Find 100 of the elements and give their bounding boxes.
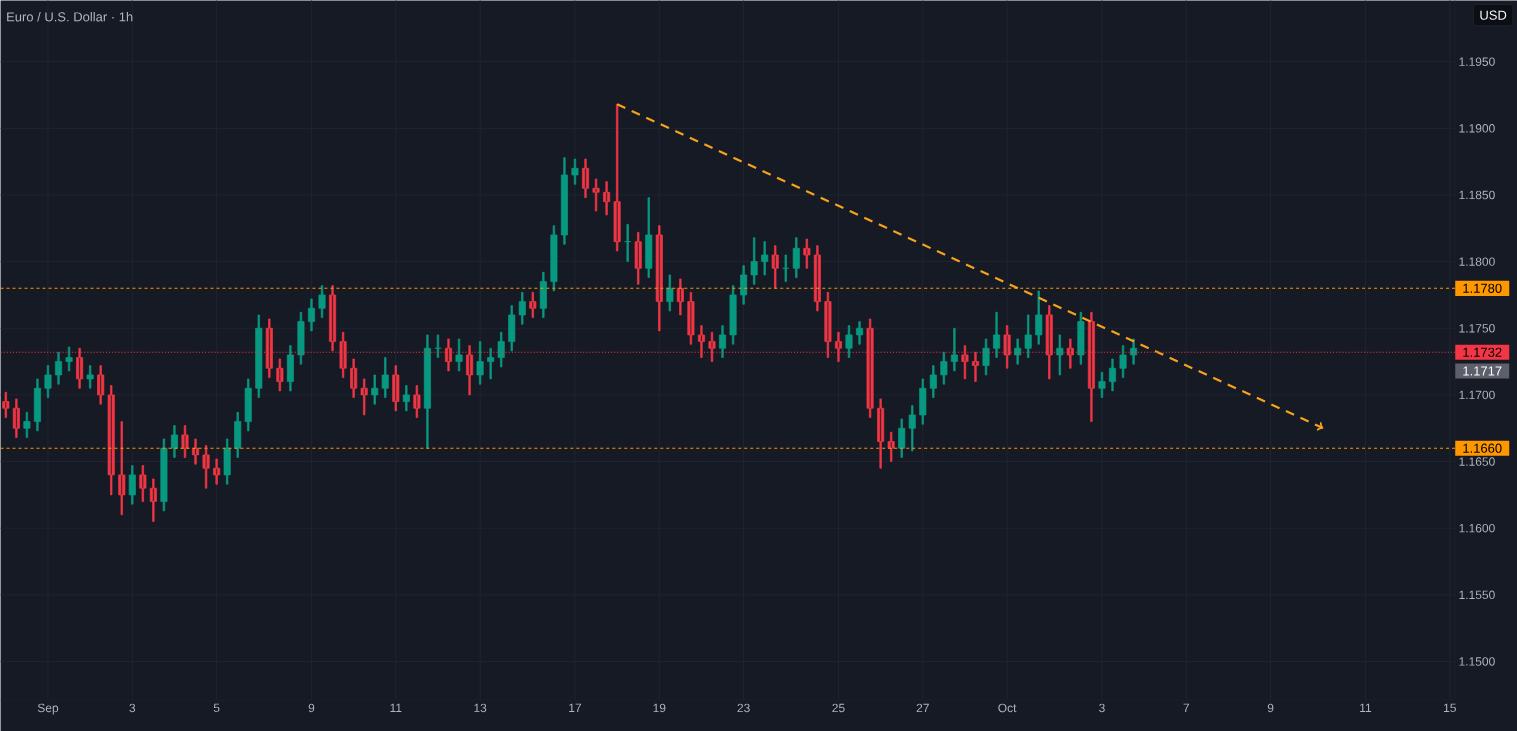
- candlestick: [676, 278, 684, 316]
- candlestick: [1119, 345, 1127, 378]
- x-tick-label: 19: [653, 703, 666, 713]
- x-tick-label: 17: [569, 703, 582, 712]
- candlestick: [255, 314, 263, 398]
- y-tick-label: 1.1600: [1459, 523, 1495, 533]
- candlestick: [666, 274, 674, 312]
- candlestick: [761, 241, 769, 276]
- x-tick-label: 9: [1267, 703, 1274, 713]
- x-tick-label: 15: [1444, 703, 1456, 712]
- candlestick: [950, 327, 958, 372]
- text: Euro / U.S. Dollar · 1h: [7, 11, 133, 22]
- candlestick: [202, 445, 210, 489]
- candlestick: [1056, 334, 1064, 376]
- candlestick: [1077, 311, 1085, 365]
- candlestick: [2, 391, 10, 418]
- candlestick: [139, 465, 147, 502]
- x-tick-label: 11: [390, 703, 402, 712]
- candlestick: [645, 197, 653, 278]
- x-tick-label: 7: [1183, 703, 1190, 712]
- ref-line-label: 1.1660: [1463, 443, 1502, 453]
- candlestick: [392, 365, 400, 412]
- candlestick: [350, 358, 358, 398]
- candlestick: [1014, 338, 1022, 365]
- x-tick-label: 3: [1099, 703, 1105, 713]
- candlestick: [782, 254, 790, 282]
- candlestick: [929, 365, 937, 398]
- candlestick: [1024, 314, 1032, 358]
- candlestick: [719, 325, 727, 358]
- candlestick: [213, 458, 221, 485]
- x-tick-label: 25: [832, 703, 845, 713]
- candlestick: [518, 291, 526, 325]
- candlestick: [97, 365, 105, 405]
- x-tick-label: Oct: [998, 703, 1017, 713]
- candlestick: [434, 334, 442, 358]
- candlestick: [12, 398, 20, 438]
- ref-line-label: 1.1732: [1463, 347, 1502, 357]
- candlestick: [856, 321, 864, 345]
- candlestick: [1035, 290, 1043, 345]
- candlestick: [624, 223, 632, 262]
- candlestick: [107, 385, 115, 496]
- candlestick: [993, 311, 1001, 358]
- candlestick: [582, 158, 590, 198]
- candlestick: [634, 231, 642, 285]
- candlestick: [792, 237, 800, 278]
- candlestick: [307, 298, 315, 332]
- y-tick-label: 1.1550: [1459, 590, 1495, 600]
- text: 1.1717: [1463, 366, 1502, 376]
- candlestick: [687, 291, 695, 345]
- candlestick: [360, 378, 368, 416]
- candlestick: [898, 418, 906, 458]
- candlestick: [192, 438, 200, 465]
- candlestick: [170, 425, 178, 458]
- candlestick: [223, 438, 231, 485]
- x-tick-label: 27: [916, 703, 929, 712]
- candlestick: [476, 341, 484, 385]
- candlestick: [877, 398, 885, 469]
- candlestick: [729, 285, 737, 345]
- y-tick-label: 1.1850: [1459, 190, 1495, 200]
- ref-line-label: 1.1780: [1463, 283, 1502, 293]
- candlestick: [118, 421, 126, 516]
- x-tick-label: 11: [1360, 703, 1372, 712]
- y-tick-label: 1.1900: [1459, 124, 1495, 133]
- x-tick-label: 3: [129, 703, 136, 713]
- candlestick: [1108, 358, 1117, 392]
- candlestick: [160, 438, 168, 512]
- candlestick: [244, 378, 252, 432]
- x-tick-label: 23: [737, 703, 750, 713]
- candlestick: [655, 225, 663, 332]
- candlestick: [65, 346, 73, 372]
- candlestick: [529, 291, 537, 318]
- y-tick-label: 1.1650: [1459, 457, 1495, 466]
- y-tick-label: 1.1950: [1459, 57, 1495, 66]
- x-tick-label: Sep: [37, 703, 59, 715]
- candlestick: [603, 181, 611, 216]
- candlestick: [908, 405, 916, 452]
- candlestick: [813, 245, 821, 312]
- y-tick-label: 1.1750: [1459, 323, 1495, 333]
- candlestick: [371, 374, 379, 405]
- candlestick: [1098, 371, 1106, 398]
- y-tick-label: 1.1500: [1459, 657, 1495, 666]
- x-tick-label: 9: [308, 703, 315, 713]
- candlestick: [86, 365, 94, 389]
- text: USD: [1480, 10, 1507, 20]
- x-tick-label: 5: [213, 703, 220, 712]
- candlestick: [402, 385, 410, 412]
- candlestick: [23, 411, 31, 438]
- candlestick: [497, 331, 505, 368]
- candlestick: [381, 357, 389, 398]
- candlestick: [571, 158, 579, 185]
- candlestick: [803, 238, 811, 269]
- candlestick: [128, 465, 136, 505]
- candlestick: [550, 225, 558, 292]
- candlestick: [297, 311, 305, 365]
- candlestick: [613, 103, 621, 252]
- candlestick: [940, 351, 948, 385]
- candlestick: [508, 305, 516, 352]
- candlestick: [413, 385, 421, 418]
- candlestick: [592, 178, 600, 212]
- candlestick: [1130, 338, 1138, 365]
